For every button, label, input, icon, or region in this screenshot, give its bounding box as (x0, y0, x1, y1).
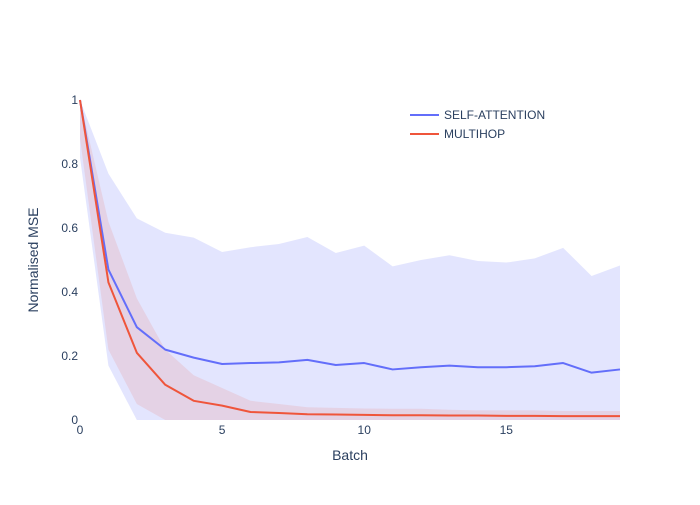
y-tick-label: 0 (71, 413, 78, 427)
series-line-self-attention[interactable] (79, 99, 621, 374)
legend-item-self-attention[interactable]: SELF-ATTENTION (410, 108, 545, 122)
y-tick-label: 0.2 (61, 349, 78, 363)
legend[interactable]: SELF-ATTENTION MULTIHOP (410, 108, 545, 141)
axes: 0 5 10 15 0 0.2 0.4 0.6 0.8 1 (61, 93, 513, 437)
legend-label: SELF-ATTENTION (444, 108, 545, 122)
y-tick-label: 0.8 (61, 157, 78, 171)
confidence-bands (80, 100, 620, 420)
x-tick-label: 15 (500, 423, 514, 437)
y-tick-label: 1 (71, 93, 78, 107)
legend-label: MULTIHOP (444, 127, 505, 141)
y-tick-label: 0.4 (61, 285, 78, 299)
legend-item-multihop[interactable]: MULTIHOP (410, 127, 505, 141)
y-tick-label: 0.6 (61, 221, 78, 235)
y-axis-title: Normalised MSE (25, 207, 41, 312)
x-tick-label: 5 (219, 423, 226, 437)
x-tick-label: 10 (358, 423, 372, 437)
confidence-band-multihop (80, 100, 620, 420)
series-line-multihop[interactable] (79, 99, 620, 418)
confidence-band-self-attention (80, 100, 620, 420)
x-axis-title: Batch (332, 447, 368, 463)
series-lines (79, 99, 621, 418)
x-tick-label: 0 (77, 423, 84, 437)
